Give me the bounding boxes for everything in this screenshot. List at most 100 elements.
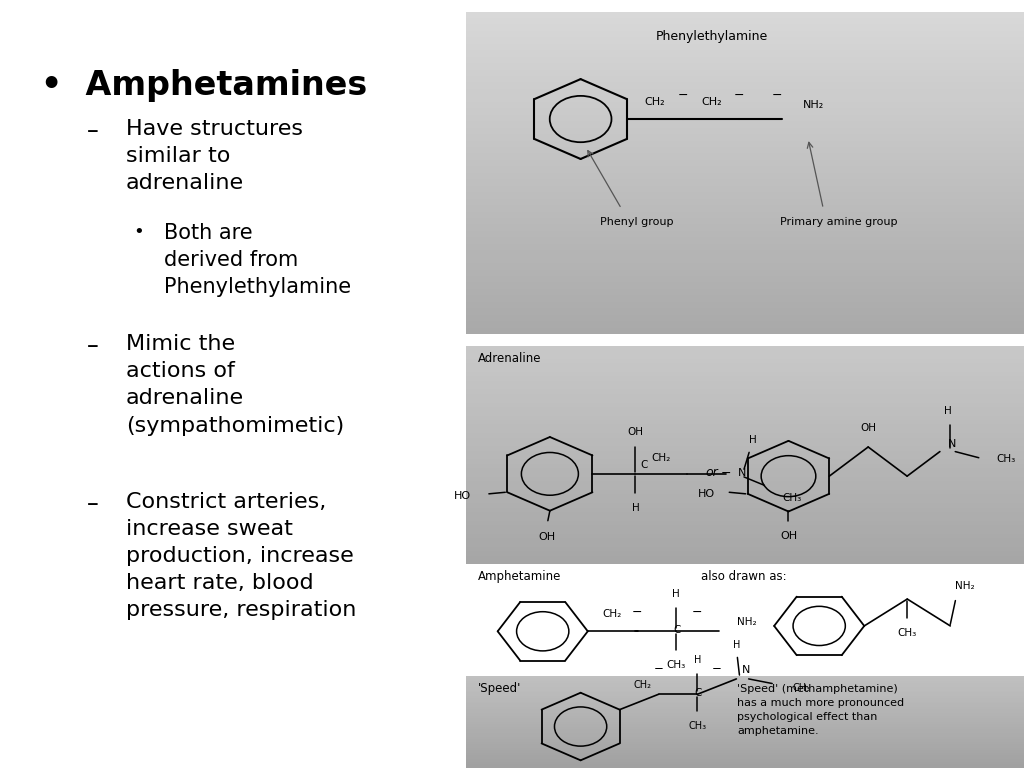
Bar — [466, 420, 1024, 425]
Bar — [466, 525, 1024, 529]
Bar — [466, 560, 1024, 564]
Bar — [466, 108, 1024, 114]
Bar — [466, 250, 1024, 257]
Bar — [466, 50, 1024, 57]
Text: or: or — [706, 466, 718, 478]
Bar — [466, 179, 1024, 186]
Bar — [466, 76, 1024, 82]
Bar — [466, 718, 1024, 720]
Bar — [466, 746, 1024, 748]
Text: Have structures
similar to
adrenaline: Have structures similar to adrenaline — [126, 119, 303, 194]
Bar — [466, 402, 1024, 407]
Bar — [466, 44, 1024, 50]
Bar — [466, 160, 1024, 167]
Text: NH₂: NH₂ — [803, 100, 824, 110]
Bar — [466, 350, 1024, 354]
Text: H: H — [750, 435, 757, 445]
Bar — [466, 63, 1024, 70]
Bar — [466, 321, 1024, 328]
Bar — [466, 512, 1024, 516]
Bar — [466, 538, 1024, 542]
Text: CH₃: CH₃ — [782, 493, 801, 503]
Bar — [466, 31, 1024, 38]
Bar — [466, 385, 1024, 389]
Text: N: N — [948, 439, 956, 449]
Bar — [466, 429, 1024, 433]
Bar — [466, 328, 1024, 334]
Text: OH: OH — [860, 423, 877, 433]
Text: C: C — [641, 460, 648, 470]
Bar — [466, 711, 1024, 713]
Text: OH: OH — [780, 531, 797, 541]
Text: H: H — [632, 503, 639, 513]
Text: –: – — [87, 119, 98, 143]
Bar — [466, 677, 1024, 680]
Bar — [466, 482, 1024, 485]
Bar — [466, 346, 1024, 350]
Bar — [466, 737, 1024, 739]
Bar — [466, 763, 1024, 764]
Bar — [466, 231, 1024, 237]
Bar — [466, 485, 1024, 490]
Bar — [466, 543, 1024, 547]
Text: –: – — [87, 334, 98, 358]
Bar — [466, 696, 1024, 698]
Bar — [466, 442, 1024, 446]
Text: also drawn as:: also drawn as: — [701, 570, 787, 583]
Bar — [466, 521, 1024, 525]
Bar — [466, 147, 1024, 154]
Bar — [466, 451, 1024, 455]
Text: OH: OH — [628, 427, 643, 437]
Text: –: – — [87, 492, 98, 515]
Bar — [466, 89, 1024, 95]
Bar — [466, 495, 1024, 499]
Bar — [466, 425, 1024, 429]
Bar — [466, 199, 1024, 205]
Text: CH₂: CH₂ — [644, 97, 666, 108]
Bar — [466, 315, 1024, 321]
Bar — [466, 464, 1024, 468]
Bar — [466, 534, 1024, 538]
Bar — [466, 389, 1024, 394]
Bar — [466, 551, 1024, 556]
Text: H: H — [694, 655, 701, 665]
Text: 'Speed': 'Speed' — [478, 682, 521, 695]
Text: Mimic the
actions of
adrenaline
(sympathomimetic): Mimic the actions of adrenaline (sympath… — [126, 334, 344, 435]
Bar — [466, 739, 1024, 740]
Bar — [466, 243, 1024, 250]
Text: CH₂: CH₂ — [651, 453, 671, 463]
Text: C: C — [673, 624, 681, 635]
Bar — [466, 25, 1024, 31]
Bar — [466, 296, 1024, 302]
Bar — [466, 713, 1024, 714]
Bar — [466, 731, 1024, 733]
Bar — [466, 685, 1024, 687]
Bar — [466, 726, 1024, 727]
Bar — [466, 224, 1024, 231]
Text: CH₂: CH₂ — [700, 97, 722, 108]
Bar — [466, 717, 1024, 718]
Bar — [466, 412, 1024, 415]
Text: −: − — [772, 89, 782, 102]
Bar — [466, 693, 1024, 694]
Text: Phenyl group: Phenyl group — [600, 217, 674, 227]
Bar — [466, 750, 1024, 751]
Bar — [466, 127, 1024, 134]
Text: CH₃: CH₃ — [898, 628, 916, 638]
Bar — [466, 477, 1024, 482]
Bar — [466, 764, 1024, 766]
Text: Both are
derived from
Phenylethylamine: Both are derived from Phenylethylamine — [164, 223, 351, 297]
Bar — [466, 529, 1024, 534]
Text: 'Speed' (methamphetamine)
has a much more pronounced
psychological effect than
a: 'Speed' (methamphetamine) has a much mor… — [737, 684, 904, 736]
Text: CH₂: CH₂ — [603, 609, 622, 619]
Text: −: − — [720, 468, 731, 480]
Bar — [466, 211, 1024, 218]
Bar — [466, 681, 1024, 684]
Bar — [466, 700, 1024, 702]
Bar — [466, 141, 1024, 147]
Text: H: H — [944, 406, 952, 416]
Bar — [466, 705, 1024, 707]
Text: OH: OH — [539, 532, 555, 542]
Bar — [466, 263, 1024, 270]
Bar — [466, 398, 1024, 402]
